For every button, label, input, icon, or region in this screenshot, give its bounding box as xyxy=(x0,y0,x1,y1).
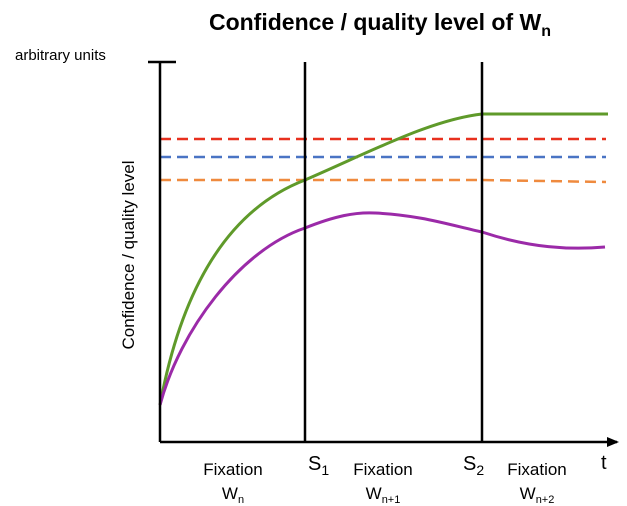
phase-var: W xyxy=(222,484,238,503)
green-curve xyxy=(158,112,608,406)
phase-variable: Wn+1 xyxy=(366,484,401,506)
y-unit: arbitrary units xyxy=(15,47,106,64)
phase-var: W xyxy=(366,484,382,503)
marker-text: S xyxy=(463,453,476,475)
phase-subscript: n+2 xyxy=(536,494,555,506)
marker-subscript: 1 xyxy=(321,462,329,478)
phase-subscript: n xyxy=(238,494,244,506)
y-axis-label: Confidence / quality level xyxy=(119,160,138,349)
title-text: Confidence / quality level of W xyxy=(209,9,542,35)
purple-curve xyxy=(158,211,606,406)
phase-variable: Wn+2 xyxy=(520,484,555,506)
phase-var: W xyxy=(520,484,536,503)
phase-label: Fixation xyxy=(353,460,413,479)
marker-text: S xyxy=(308,453,321,475)
marker-label: S2 xyxy=(463,453,484,478)
title: Confidence / quality level of Wn xyxy=(209,9,551,40)
phase-variable: Wn xyxy=(222,484,244,506)
title-subscript: n xyxy=(541,23,551,40)
orange-threshold xyxy=(160,178,607,184)
phase-label: Fixation xyxy=(507,460,567,479)
phase-label: Fixation xyxy=(203,460,263,479)
marker-label: S1 xyxy=(308,453,329,478)
phase-subscript: n+1 xyxy=(382,494,401,506)
x-axis-label: t xyxy=(601,452,607,474)
marker-subscript: 2 xyxy=(476,462,484,478)
